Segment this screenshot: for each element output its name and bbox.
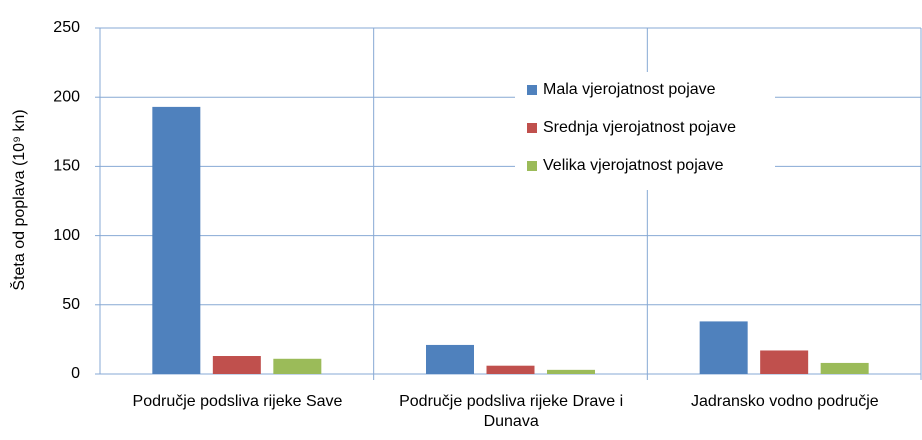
bar — [426, 344, 474, 374]
y-tick-label: 250 — [53, 19, 80, 36]
y-axis-label: Šteta od poplava (10⁹ kn) — [9, 109, 28, 290]
legend-swatch — [527, 123, 537, 133]
y-tick-label: 100 — [53, 227, 80, 244]
bar — [273, 358, 322, 374]
legend-label: Srednja vjerojatnost pojave — [543, 119, 736, 136]
x-tick-label: Područje podsliva rijeke Drave i Dunava — [399, 393, 624, 430]
bar — [820, 362, 869, 374]
y-tick-label: 0 — [71, 365, 80, 382]
legend-label: Velika vjerojatnost pojave — [543, 157, 724, 174]
bar — [547, 369, 595, 374]
legend-box — [515, 72, 775, 190]
bar — [486, 365, 535, 374]
y-tick-label: 200 — [53, 88, 80, 105]
x-tick-label: Jadransko vodno područje — [690, 393, 879, 410]
bar — [760, 350, 809, 374]
legend-swatch — [527, 161, 537, 171]
legend-swatch — [527, 85, 537, 95]
bar — [212, 356, 261, 374]
x-tick-label: Područje podsliva rijeke Save — [132, 393, 343, 410]
legend-label: Mala vjerojatnost pojave — [543, 81, 716, 98]
y-tick-label: 50 — [62, 296, 80, 313]
y-tick-label: 150 — [53, 158, 80, 175]
bar — [699, 321, 748, 374]
bar — [152, 106, 201, 374]
